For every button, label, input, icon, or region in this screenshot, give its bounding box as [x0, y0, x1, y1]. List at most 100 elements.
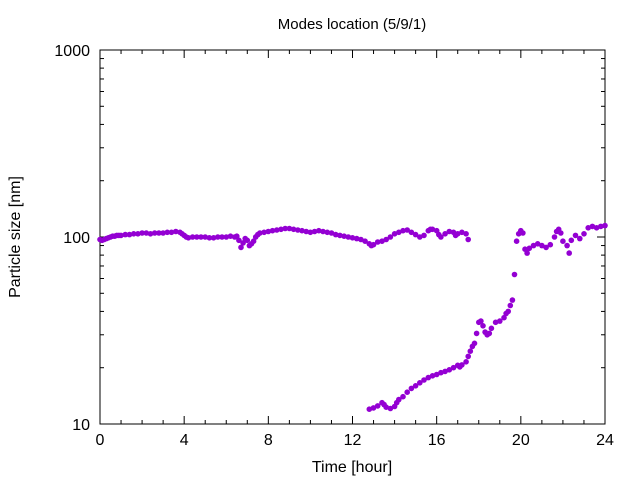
data-point-series-1 — [577, 235, 583, 242]
y-tick-label: 10 — [72, 417, 90, 434]
data-point-series-1 — [198, 234, 204, 240]
data-point-series-2 — [366, 406, 373, 413]
data-point-series-1 — [391, 231, 398, 237]
data-point-series-1 — [374, 239, 381, 245]
data-point-series-1 — [290, 226, 297, 233]
data-point-series-1 — [417, 234, 423, 240]
data-point-series-1 — [328, 230, 335, 236]
data-point-series-1 — [160, 230, 166, 236]
data-point-series-1 — [164, 229, 171, 236]
data-point-series-1 — [526, 245, 533, 252]
data-point-series-1 — [240, 240, 246, 246]
data-point-series-1 — [274, 227, 280, 233]
data-point-series-1 — [250, 238, 257, 244]
data-point-series-1 — [130, 231, 137, 237]
x-tick-label: 20 — [512, 432, 530, 449]
data-point-series-1 — [215, 234, 221, 240]
data-point-series-2 — [374, 403, 381, 409]
data-point-series-1 — [564, 242, 570, 249]
data-point-series-1 — [156, 230, 162, 236]
data-point-series-1 — [558, 230, 564, 236]
data-point-series-1 — [118, 232, 124, 239]
data-point-series-1 — [345, 234, 352, 240]
data-point-series-2 — [446, 367, 453, 373]
data-point-series-1 — [210, 235, 217, 241]
y-tick-label: 100 — [63, 230, 90, 247]
data-point-series-1 — [324, 229, 331, 236]
data-point-series-1 — [404, 227, 411, 233]
data-point-series-1 — [126, 231, 133, 238]
data-point-series-1 — [135, 231, 141, 237]
data-point-series-1 — [303, 228, 310, 235]
data-point-series-1 — [257, 230, 263, 236]
data-point-series-1 — [147, 231, 154, 237]
data-point-series-1 — [379, 238, 385, 244]
data-point-series-1 — [206, 235, 213, 241]
data-point-series-2 — [450, 364, 457, 371]
x-tick-label: 0 — [96, 432, 105, 449]
data-point-series-1 — [299, 227, 305, 234]
data-point-series-1 — [295, 227, 301, 233]
data-point-series-1 — [463, 231, 469, 237]
data-point-series-1 — [513, 238, 520, 244]
data-point-series-2 — [442, 368, 448, 375]
data-point-series-2 — [497, 318, 503, 324]
data-point-series-1 — [598, 223, 604, 230]
data-point-series-2 — [492, 319, 499, 326]
data-point-series-2 — [463, 359, 469, 365]
data-point-series-1 — [581, 231, 587, 237]
data-point-series-1 — [316, 227, 322, 234]
data-point-series-1 — [602, 222, 608, 229]
data-point-series-1 — [560, 238, 566, 244]
data-point-series-1 — [387, 234, 394, 240]
data-point-series-2 — [404, 389, 411, 396]
axis-ticks — [99, 49, 606, 425]
y-axis-label: Particle size [nm] — [7, 176, 24, 298]
data-point-series-1 — [307, 229, 314, 236]
data-point-series-1 — [341, 233, 347, 239]
data-point-series-1 — [408, 229, 415, 236]
data-point-series-1 — [139, 230, 145, 236]
data-point-series-1 — [454, 231, 461, 237]
data-point-series-1 — [370, 241, 377, 248]
data-point-series-1 — [332, 231, 339, 238]
data-point-series-1 — [572, 232, 579, 239]
data-point-series-1 — [189, 234, 196, 240]
data-point-series-1 — [282, 225, 289, 232]
data-point-series-1 — [236, 237, 242, 244]
data-point-series-1 — [459, 229, 465, 236]
data-point-series-2 — [467, 348, 474, 355]
x-tick-label: 12 — [344, 432, 362, 449]
data-point-series-2 — [396, 396, 402, 403]
data-point-series-1 — [551, 234, 558, 240]
data-point-series-1 — [539, 242, 545, 249]
data-point-series-2 — [509, 297, 516, 303]
data-point-series-2 — [383, 404, 390, 411]
data-point-series-1 — [358, 236, 364, 243]
data-point-series-2 — [473, 330, 480, 337]
data-point-series-2 — [501, 314, 507, 321]
data-point-series-1 — [566, 250, 572, 256]
data-point-series-1 — [543, 244, 549, 251]
tick-labels: 0 4 8 12 16 20 24 10 100 1000 — [54, 43, 614, 449]
data-point-series-2 — [480, 323, 486, 329]
data-point-series-1 — [585, 225, 591, 231]
data-point-series-1 — [320, 228, 326, 235]
data-point-series-2 — [478, 318, 484, 324]
data-point-series-1 — [227, 233, 234, 239]
x-tick-label: 4 — [180, 432, 189, 449]
data-point-series-2 — [465, 353, 472, 360]
data-point-series-2 — [421, 377, 427, 383]
data-point-series-1 — [194, 234, 200, 240]
data-point-series-1 — [286, 225, 293, 232]
data-point-series-1 — [168, 229, 175, 236]
data-point-series-1 — [534, 241, 541, 247]
data-point-series-2 — [429, 373, 436, 379]
data-point-series-2 — [471, 340, 478, 347]
data-point-series-1 — [524, 250, 530, 256]
data-point-series-2 — [511, 271, 518, 278]
data-point-series-1 — [446, 228, 453, 235]
data-point-series-1 — [353, 235, 360, 242]
data-point-series-1 — [362, 238, 368, 244]
